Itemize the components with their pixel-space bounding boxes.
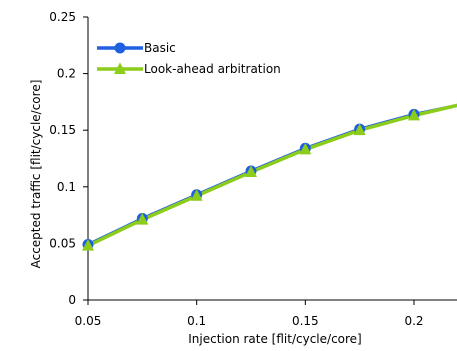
x-tick-label: 0.2	[404, 314, 423, 328]
data-point	[408, 108, 420, 121]
series-markers-basic	[82, 108, 420, 251]
legend: Basic Look-ahead arbitration	[97, 41, 281, 76]
y-axis-title: Accepted traffic [flit/cycle/core]	[29, 80, 43, 269]
legend-entry: Look-ahead arbitration	[97, 62, 281, 76]
legend-swatch-marker	[114, 62, 126, 74]
y-tick-label: 0.15	[49, 123, 76, 137]
y-tick-label: 0.2	[57, 67, 76, 81]
series-look-ahead-arbitration	[88, 103, 457, 248]
legend-label: Look-ahead arbitration	[144, 62, 281, 76]
x-axis-title: Injection rate [flit/cycle/core]	[188, 332, 362, 346]
x-tick-label: 0.05	[75, 314, 102, 328]
series-layer	[82, 103, 457, 251]
data-point	[353, 123, 366, 136]
series-markers-look-ahead-arbitration	[82, 108, 420, 251]
data-point	[190, 189, 203, 201]
data-point	[82, 239, 94, 251]
y-axis-ticks: 0 0.05 0.1 0.15 0.2 0.25	[49, 10, 88, 307]
axes	[87, 17, 457, 301]
x-tick-label: 0.1	[187, 314, 206, 328]
y-tick-label: 0.25	[49, 10, 76, 24]
series-line	[88, 103, 457, 248]
x-axis-ticks: 0.05 0.1 0.15 0.2	[75, 300, 424, 328]
legend-entry: Basic	[97, 41, 176, 55]
legend-label: Basic	[144, 41, 176, 55]
y-tick-label: 0.1	[57, 180, 76, 194]
y-tick-label: 0.05	[49, 236, 76, 250]
data-point	[245, 165, 257, 178]
x-tick-label: 0.15	[292, 314, 319, 328]
legend-swatch-marker	[114, 42, 126, 54]
y-tick-label: 0	[68, 293, 76, 307]
data-point	[299, 142, 312, 155]
data-point	[136, 213, 149, 225]
